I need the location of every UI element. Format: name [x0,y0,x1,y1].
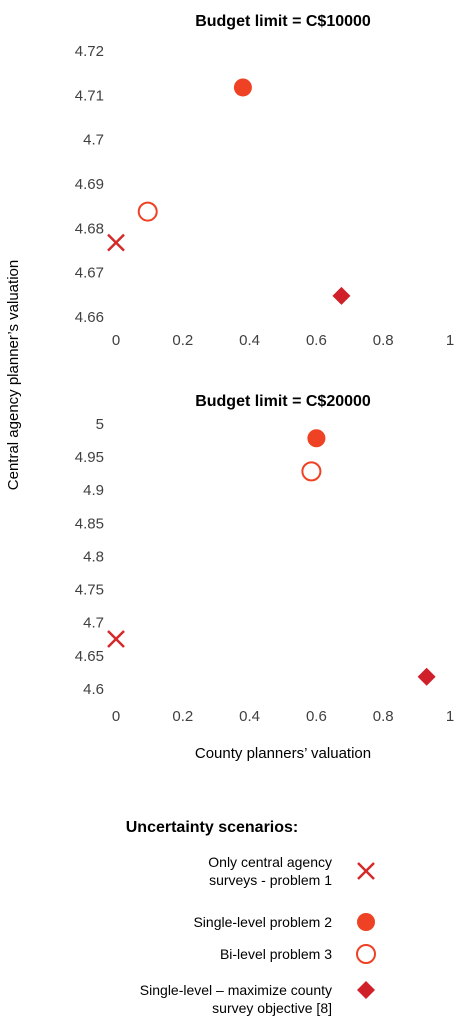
marker-circle [307,429,326,448]
x-tick-label: 0.2 [172,708,193,725]
marker-x [107,233,125,252]
y-tick-label: 5 [96,416,104,433]
chart-title: Budget limit = C$10000 [195,13,371,30]
marker-open-circle [301,461,322,482]
x-tick-label: 0 [112,332,120,349]
x-tick-label: 1 [446,332,454,349]
x-tick-label: 0.2 [172,332,193,349]
legend-label: Single-level problem 2 [193,914,332,930]
x-tick-label: 0.4 [239,332,260,349]
legend-label: Single-level – maximize county survey ob… [139,982,332,1016]
marker-diamond [332,286,351,305]
marker-circle [233,78,252,97]
legend-label: Bi-level problem 3 [219,946,332,962]
y-tick-label: 4.85 [75,515,104,532]
y-tick-label: 4.66 [75,309,104,326]
x-tick-label: 0.8 [373,708,394,725]
y-tick-label: 4.68 [75,220,104,237]
y-axis-label: Central agency planner’s valuation [5,260,22,490]
legend-title: Uncertainty scenarios: [126,819,299,836]
y-tick-label: 4.65 [75,648,104,665]
legend-label: Only central agency surveys - problem 1 [208,854,332,888]
x-tick-label: 0.6 [306,332,327,349]
marker-x [107,630,125,648]
y-tick-label: 4.7 [83,615,104,632]
y-tick-label: 4.95 [75,449,104,466]
marker-open-circle [137,201,158,222]
marker-stroke [357,862,375,880]
x-axis-label: County planners’ valuation [195,745,371,762]
y-tick-label: 4.69 [75,176,104,193]
y-tick-label: 4.9 [83,482,104,499]
marker-circle [357,913,375,931]
marker-diamond [357,981,375,999]
x-tick-label: 0 [112,708,120,725]
y-tick-label: 4.75 [75,582,104,599]
y-tick-label: 4.71 [75,87,104,104]
x-tick-label: 0.8 [373,332,394,349]
marker-stroke [107,630,125,648]
y-tick-label: 4.8 [83,548,104,565]
marker-stroke [107,233,125,252]
y-tick-label: 4.6 [83,681,104,698]
x-tick-label: 0.6 [306,708,327,725]
y-tick-label: 4.72 [75,43,104,60]
y-tick-label: 4.7 [83,132,104,149]
marker-open-circle [356,944,376,964]
y-tick-label: 4.67 [75,265,104,282]
x-tick-label: 0.4 [239,708,260,725]
x-tick-label: 1 [446,708,454,725]
marker-diamond [417,667,436,686]
chart-title: Budget limit = C$20000 [195,393,371,410]
marker-x [357,862,375,880]
